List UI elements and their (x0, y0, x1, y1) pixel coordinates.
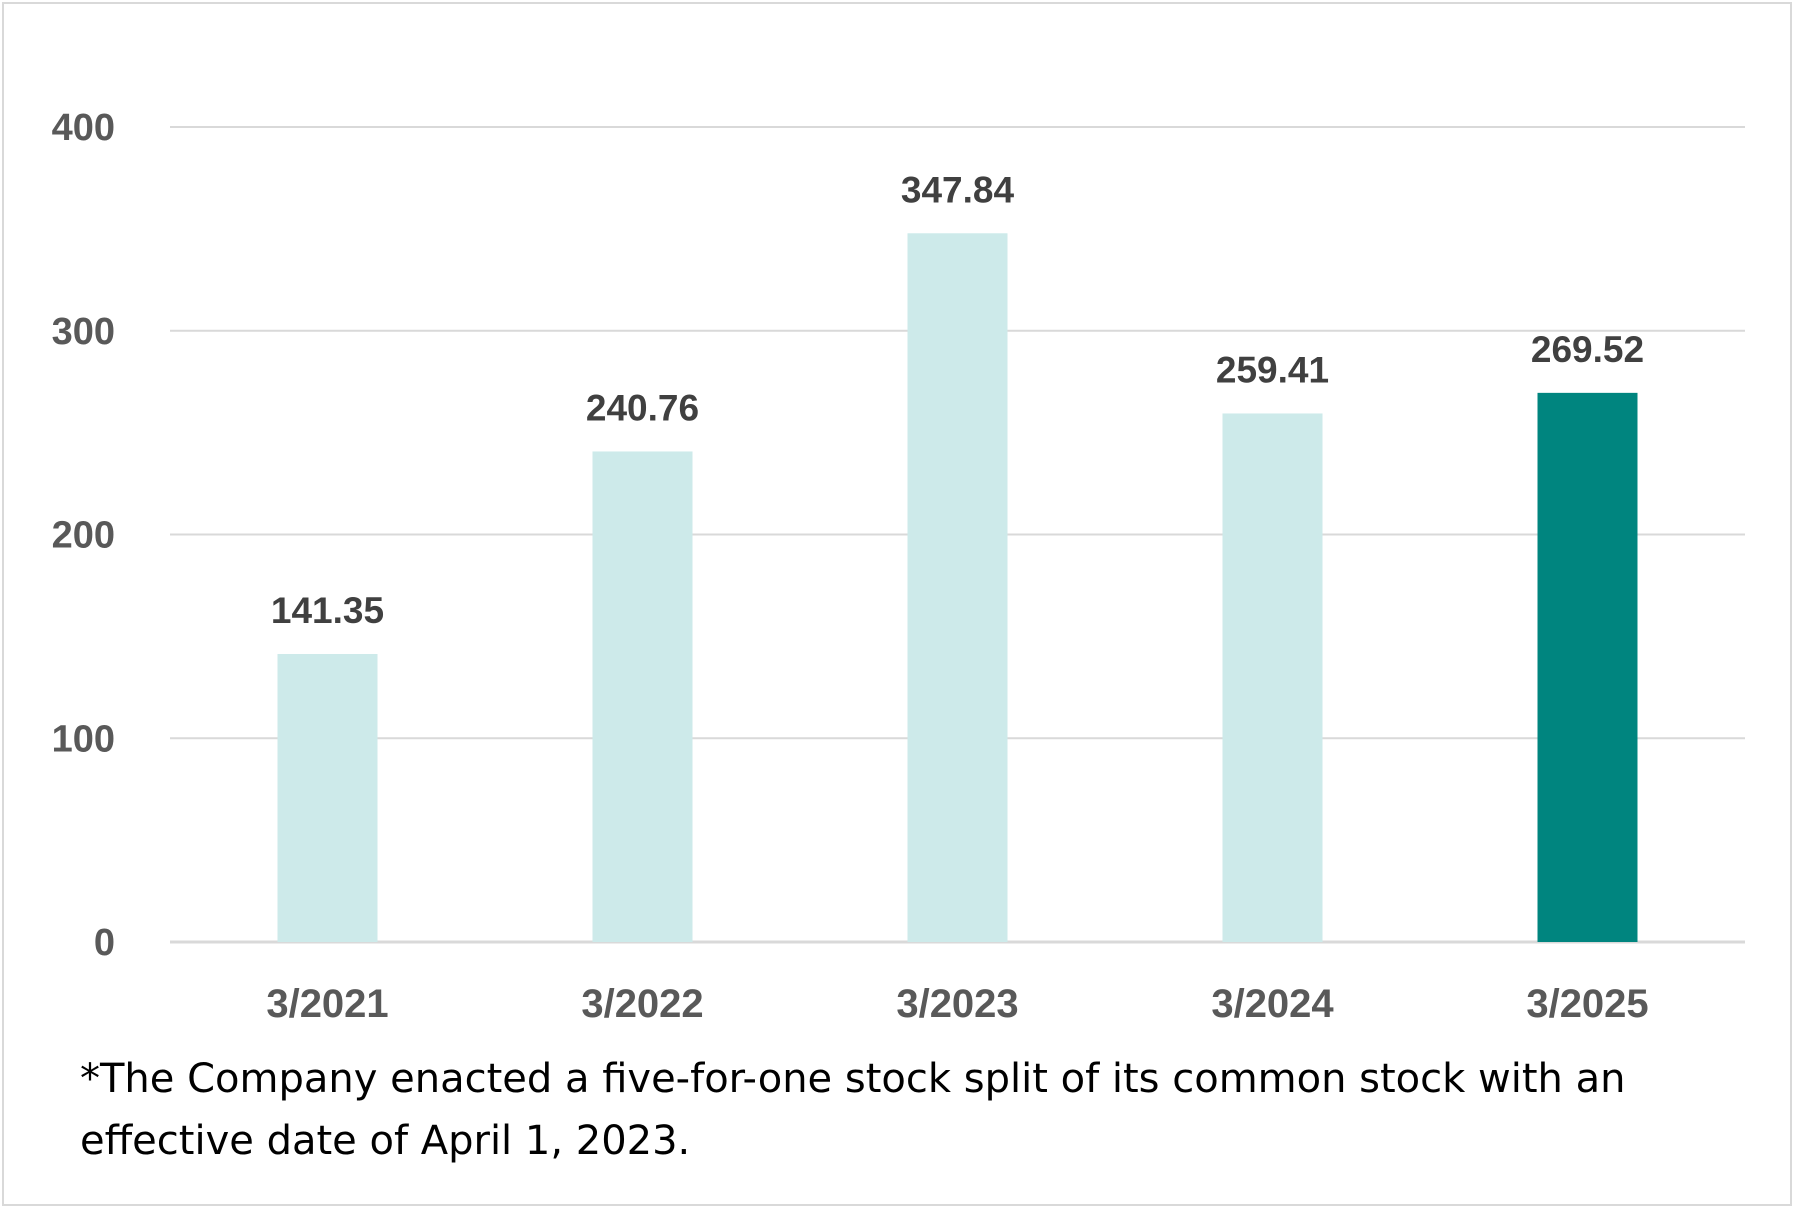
data-label: 141.35 (271, 590, 384, 631)
x-axis-ticks: 3/2021 3/2022 3/2023 3/2024 3/2025 (266, 982, 1648, 1026)
data-label: 259.41 (1216, 349, 1329, 390)
bar (1222, 413, 1323, 942)
bar (277, 653, 378, 942)
bar (592, 451, 693, 942)
y-tick-label: 100 (52, 718, 115, 760)
x-tick-label: 3/2021 (266, 982, 388, 1026)
data-label: 240.76 (586, 387, 699, 428)
y-axis-ticks: 0 100 200 300 400 (52, 107, 115, 964)
data-labels: 141.35 240.76 347.84 259.41 269.52 (271, 169, 1644, 631)
bars (277, 233, 1638, 942)
y-tick-label: 300 (52, 311, 115, 353)
bar (907, 233, 1008, 942)
y-tick-label: 0 (94, 922, 115, 964)
bar-chart: 0 100 200 300 400 141.35 240.76 347.84 259.41 26… (52, 107, 1745, 1026)
y-tick-label: 400 (52, 107, 115, 149)
x-tick-label: 3/2024 (1211, 982, 1334, 1026)
x-tick-label: 3/2022 (581, 982, 703, 1026)
x-tick-label: 3/2025 (1526, 982, 1648, 1026)
bar (1537, 392, 1638, 942)
footnote: *The Company enacted a five-for-one stoc… (80, 1056, 1626, 1164)
x-tick-label: 3/2023 (896, 982, 1018, 1026)
data-label: 269.52 (1531, 329, 1644, 370)
data-label: 347.84 (901, 169, 1015, 210)
y-tick-label: 200 (52, 515, 115, 557)
